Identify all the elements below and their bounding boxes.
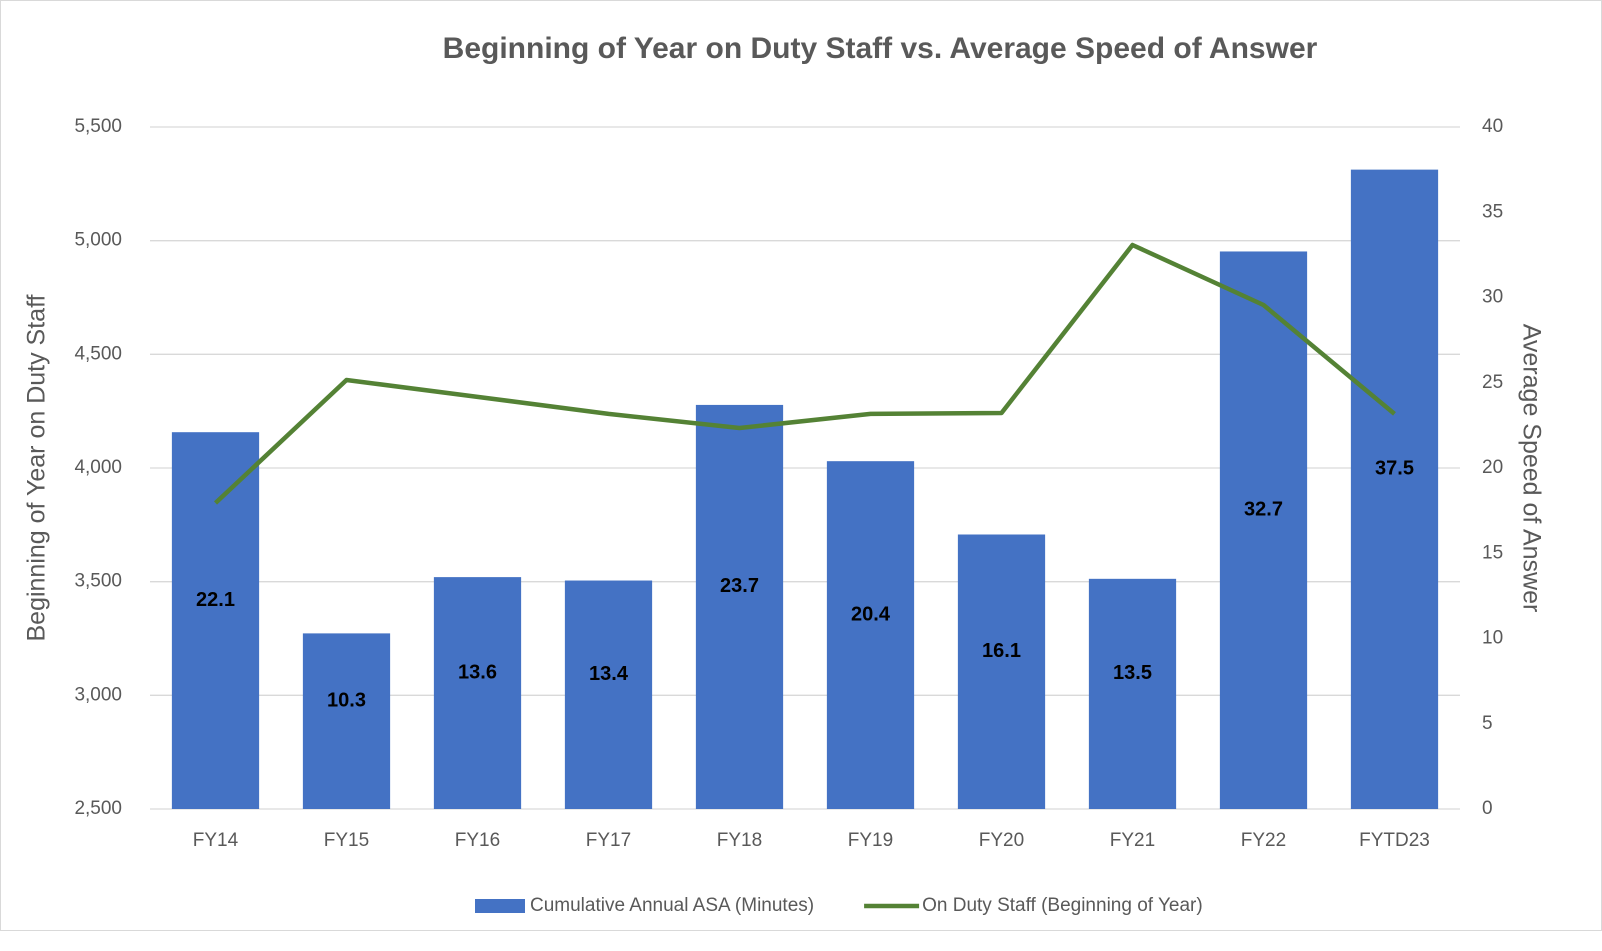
y2-axis-title: Average Speed of Answer: [1517, 324, 1545, 613]
y-tick-label: 3,500: [74, 571, 122, 592]
y2-tick-label: 30: [1482, 287, 1503, 308]
data-label: 16.1: [982, 640, 1021, 662]
x-tick-label: FY21: [1110, 830, 1155, 851]
bar: [433, 577, 522, 809]
bar: [695, 404, 784, 809]
y-tick-label: 4,500: [74, 343, 122, 364]
x-tick-label: FY14: [193, 830, 239, 851]
x-tick-label: FY15: [324, 830, 369, 851]
bar: [826, 461, 915, 809]
legend-label: On Duty Staff (Beginning of Year): [922, 895, 1203, 916]
y2-tick-label: 35: [1482, 201, 1503, 222]
bar: [1219, 251, 1308, 810]
legend-swatch: [475, 899, 525, 913]
y-tick-label: 3,000: [74, 684, 122, 705]
y-tick-label: 5,500: [74, 116, 122, 137]
legend-label: Cumulative Annual ASA (Minutes): [530, 895, 814, 916]
chart-title: Beginning of Year on Duty Staff vs. Aver…: [443, 32, 1318, 65]
data-label: 22.1: [196, 589, 235, 611]
data-label: 23.7: [720, 575, 759, 597]
data-label: 20.4: [851, 603, 891, 625]
x-tick-label: FYTD23: [1359, 830, 1430, 851]
bar: [1350, 169, 1439, 809]
data-label: 37.5: [1375, 458, 1414, 480]
bar: [302, 633, 391, 809]
y2-tick-label: 10: [1482, 628, 1503, 649]
data-label: 32.7: [1244, 499, 1283, 521]
data-label: 13.5: [1113, 662, 1152, 684]
data-label: 13.4: [589, 663, 629, 685]
y-tick-label: 5,000: [74, 230, 122, 251]
y-tick-label: 4,000: [74, 457, 122, 478]
y2-tick-label: 15: [1482, 542, 1503, 563]
chart-border: [0, 0, 1602, 931]
x-tick-label: FY17: [586, 830, 631, 851]
y2-tick-label: 0: [1482, 798, 1493, 819]
bar: [171, 432, 260, 809]
x-tick-label: FY22: [1241, 830, 1286, 851]
bar: [1088, 578, 1177, 809]
y2-tick-label: 20: [1482, 457, 1503, 478]
y2-tick-label: 25: [1482, 372, 1503, 393]
y-axis-title: Beginning of Year on Duty Staff: [23, 294, 51, 641]
data-label: 13.6: [458, 661, 497, 683]
x-tick-label: FY18: [717, 830, 762, 851]
data-label: 10.3: [327, 689, 366, 711]
y2-tick-label: 40: [1482, 116, 1503, 137]
x-tick-label: FY16: [455, 830, 500, 851]
y2-tick-label: 5: [1482, 713, 1493, 734]
x-tick-label: FY20: [979, 830, 1024, 851]
line: [213, 242, 1396, 505]
x-tick-label: FY19: [848, 830, 893, 851]
y-tick-label: 2,500: [74, 798, 122, 819]
bar: [564, 580, 653, 809]
bar: [957, 534, 1046, 809]
